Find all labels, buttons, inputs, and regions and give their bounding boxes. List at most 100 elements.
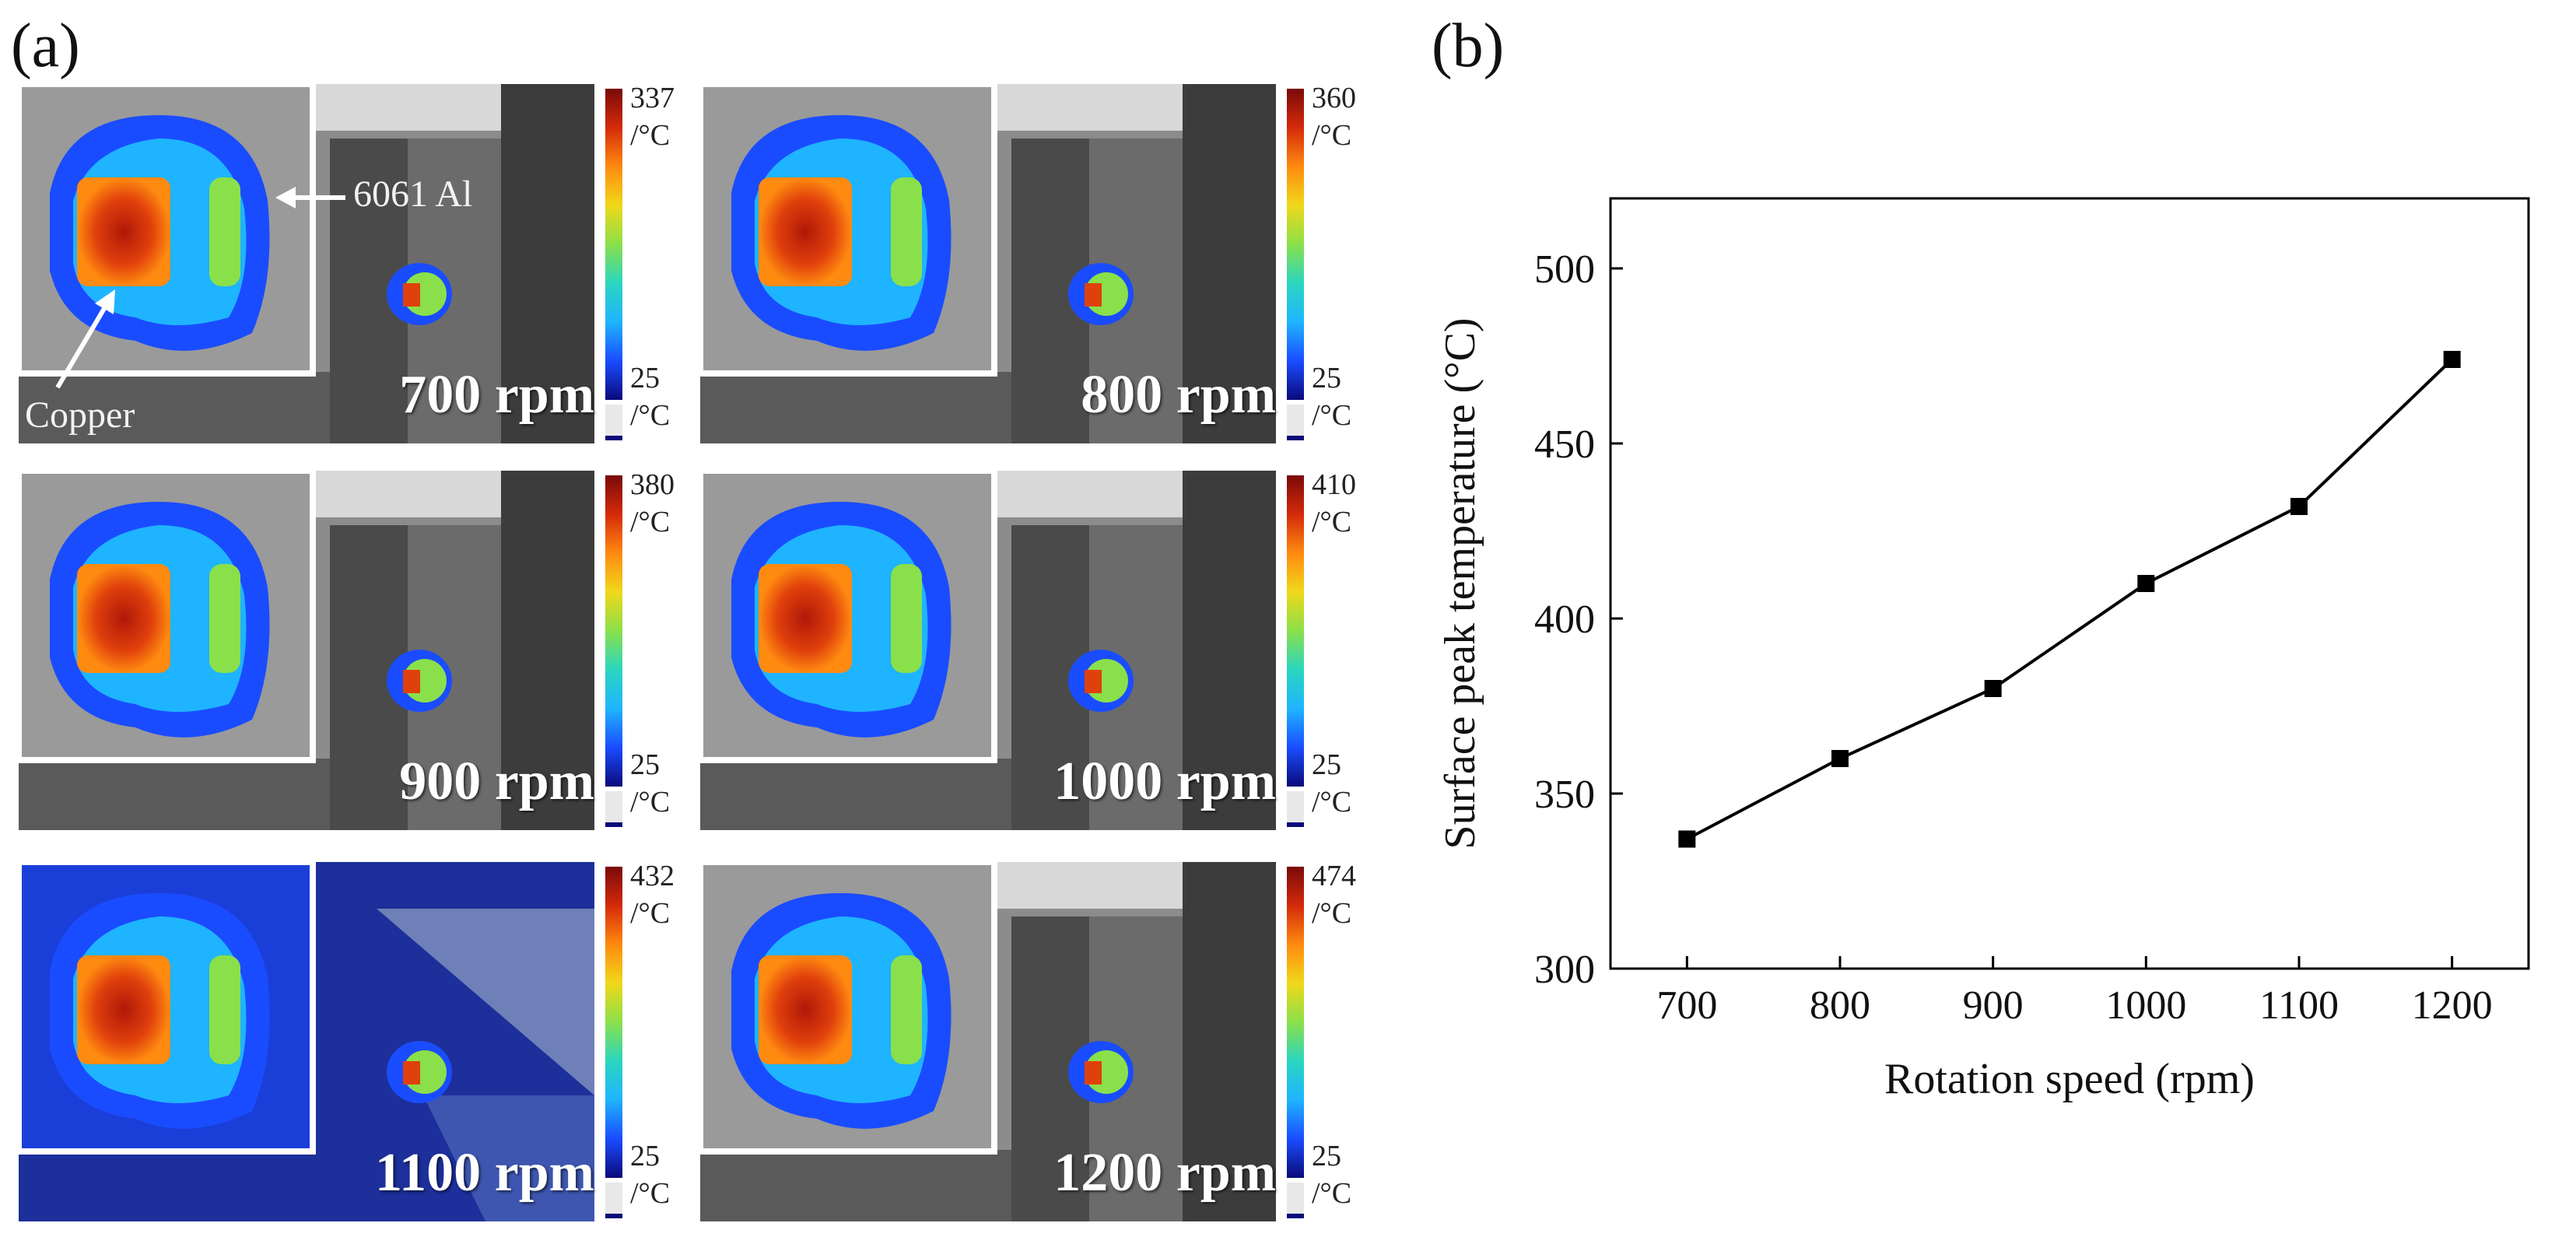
colorbar-unit-label: /°C: [630, 119, 671, 152]
colorbar-below: [605, 1183, 622, 1214]
rotation-speed-label: 1100 rpm: [375, 1143, 594, 1203]
machine-column: [1183, 84, 1276, 443]
colorbar-below: [1287, 1183, 1304, 1214]
machine-column: [1183, 471, 1276, 830]
colorbar: [605, 89, 622, 400]
colorbar-unit-label: /°C: [1312, 399, 1352, 432]
y-tick-label: 400: [1534, 597, 1595, 642]
colorbar: [1287, 867, 1304, 1178]
machine-column: [1183, 862, 1276, 1221]
y-tick-label: 450: [1534, 422, 1595, 467]
plot-frame: [1609, 197, 2530, 970]
thermal-image-tile: 410 /°C 25 /°C 1000 rpm: [700, 468, 1369, 830]
copper-region: [759, 955, 852, 1064]
colorbar-unit-label: /°C: [1312, 119, 1352, 152]
aluminium-band: [891, 177, 922, 286]
inset-border: [19, 862, 316, 1155]
x-tick-label: 1100: [2259, 983, 2339, 1028]
rotation-speed-label: 800 rpm: [1081, 365, 1276, 425]
aluminium-band: [209, 955, 240, 1064]
thermal-photo: [700, 84, 1306, 443]
panel-a-label: (a): [11, 12, 80, 80]
inset-border: [19, 471, 316, 763]
colorbar-unit-label: /°C: [1312, 897, 1352, 930]
thermal-image-tile: 474 /°C 25 /°C 1200 rpm: [700, 860, 1369, 1221]
inset-border: [700, 471, 997, 763]
colorbar-min-label: 25: [630, 748, 660, 781]
colorbar-unit-label: /°C: [630, 399, 671, 432]
thermal-photo: [19, 862, 624, 1221]
machine-column: [501, 84, 594, 443]
x-tick-label: 700: [1656, 983, 1717, 1028]
inset-border: [19, 84, 316, 377]
colorbar: [1287, 475, 1304, 787]
colorbar-max-label: 474: [1312, 860, 1356, 892]
rotation-speed-label: 700 rpm: [399, 365, 594, 425]
copper-region: [759, 564, 852, 673]
colorbar-unit-label: /°C: [1312, 506, 1352, 538]
colorbar-unit-label: /°C: [630, 786, 671, 818]
thermal-image-tile: 380 /°C 25 /°C 900 rpm: [19, 468, 688, 830]
colorbar-min-label: 25: [1312, 1140, 1341, 1172]
arrow-copper: [55, 300, 110, 389]
thermal-image-tile: 432 /°C 25 /°C 1100 rpm: [19, 860, 688, 1221]
thermal-photo: [700, 862, 1306, 1221]
colorbar-unit-label: /°C: [630, 1177, 671, 1210]
y-tick-label: 350: [1534, 773, 1595, 817]
colorbar-below: [605, 791, 622, 822]
aluminium-band: [891, 564, 922, 673]
annotation-copper: Copper: [25, 394, 135, 436]
colorbar: [1287, 89, 1304, 400]
data-point: [1678, 830, 1696, 848]
colorbar-min-label: 25: [630, 1140, 660, 1172]
data-point: [1831, 750, 1849, 767]
colorbar-max-label: 337: [630, 82, 675, 114]
annotation-aluminium: 6061 Al: [353, 173, 473, 215]
rotation-speed-label: 1200 rpm: [1053, 1143, 1276, 1203]
y-axis-label: Surface peak temperature (°C): [1436, 317, 1484, 849]
colorbar-min-label: 25: [1312, 362, 1341, 394]
rotation-speed-label: 900 rpm: [399, 752, 594, 811]
aluminium-band: [891, 955, 922, 1064]
data-point: [2137, 575, 2155, 592]
aluminium-band: [209, 564, 240, 673]
x-tick-label: 800: [1810, 983, 1870, 1028]
thermal-image-tile: 360 /°C 25 /°C 800 rpm: [700, 82, 1369, 443]
copper-region: [77, 955, 170, 1064]
panel-b-label: (b): [1432, 12, 1505, 80]
inset-border: [700, 862, 997, 1155]
data-point: [2290, 498, 2308, 515]
colorbar-unit-label: /°C: [1312, 786, 1352, 818]
thermal-image-tile: 337 /°C 25 /°C 700 rpm 6061 Al Copper: [19, 82, 688, 443]
copper-region: [759, 177, 852, 286]
series-line: [1686, 358, 2454, 841]
thermal-photo: [700, 471, 1306, 830]
data-point: [1984, 680, 2002, 697]
colorbar: [605, 475, 622, 787]
colorbar-min-label: 25: [1312, 748, 1341, 781]
colorbar-max-label: 432: [630, 860, 675, 892]
inset-border: [700, 84, 997, 377]
machine-column: [501, 471, 594, 830]
thermal-photo: [19, 471, 624, 830]
colorbar-unit-label: /°C: [630, 897, 671, 930]
line-chart: 700 800 900 1000 1100 1200 300 350 400 450 500 Rota…: [1436, 197, 2530, 1103]
data-point: [2443, 351, 2461, 368]
colorbar: [605, 867, 622, 1178]
x-tick-label: 900: [1963, 983, 2024, 1028]
y-tick-label: 500: [1534, 247, 1595, 292]
colorbar-unit-label: /°C: [1312, 1177, 1352, 1210]
colorbar-below: [1287, 791, 1304, 822]
x-tick-label: 1200: [2412, 983, 2493, 1028]
colorbar-unit-label: /°C: [630, 506, 671, 538]
copper-region: [77, 564, 170, 673]
x-tick-label: 1000: [2105, 983, 2186, 1028]
x-axis-label: Rotation speed (rpm): [1884, 1055, 2255, 1103]
rotation-speed-label: 1000 rpm: [1053, 752, 1276, 811]
colorbar-below: [605, 405, 622, 436]
colorbar-max-label: 410: [1312, 468, 1356, 501]
aluminium-band: [209, 177, 240, 286]
thermal-photo: [19, 84, 624, 443]
copper-region: [77, 177, 170, 286]
